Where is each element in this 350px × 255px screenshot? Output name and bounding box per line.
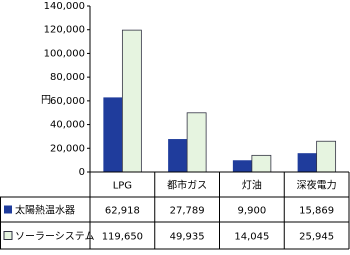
y-tick-label: 60,000 <box>50 96 85 107</box>
legend-label: ソーラーシステム <box>15 231 95 243</box>
bar <box>186 112 207 173</box>
y-tick-label: 140,000 <box>44 1 85 12</box>
y-tick-label: 0 <box>79 167 85 178</box>
y-tick-label: 80,000 <box>50 72 85 83</box>
y-tick-label: 40,000 <box>50 120 85 131</box>
legend-swatch <box>4 205 12 214</box>
table-value: 14,045 <box>234 232 269 243</box>
x-tick-label: LPG <box>113 181 132 192</box>
bar <box>168 139 188 172</box>
legend-swatch <box>3 231 13 240</box>
bar <box>103 97 123 172</box>
table-value: 49,935 <box>170 232 205 243</box>
table-value: 119,650 <box>102 232 143 243</box>
table-value: 62,918 <box>105 206 140 217</box>
y-tick-label: 100,000 <box>44 48 85 59</box>
bar <box>297 153 317 172</box>
y-axis-label: 円 <box>41 95 51 106</box>
bar <box>251 154 272 173</box>
table-value: 9,900 <box>238 206 267 217</box>
x-tick-label: 灯油 <box>242 179 262 192</box>
table-value: 27,789 <box>170 206 205 217</box>
legend-label: 太陽熱温水器 <box>15 204 75 217</box>
x-tick-label: 深夜電力 <box>297 179 337 192</box>
table-value: 25,945 <box>299 232 334 243</box>
bar <box>121 29 142 173</box>
bar <box>316 140 337 173</box>
x-tick-label: 都市ガス <box>167 179 207 192</box>
y-tick-label: 120,000 <box>44 25 85 36</box>
y-tick-label: 20,000 <box>50 143 85 154</box>
bar <box>232 160 252 172</box>
table-value: 15,869 <box>299 206 334 217</box>
